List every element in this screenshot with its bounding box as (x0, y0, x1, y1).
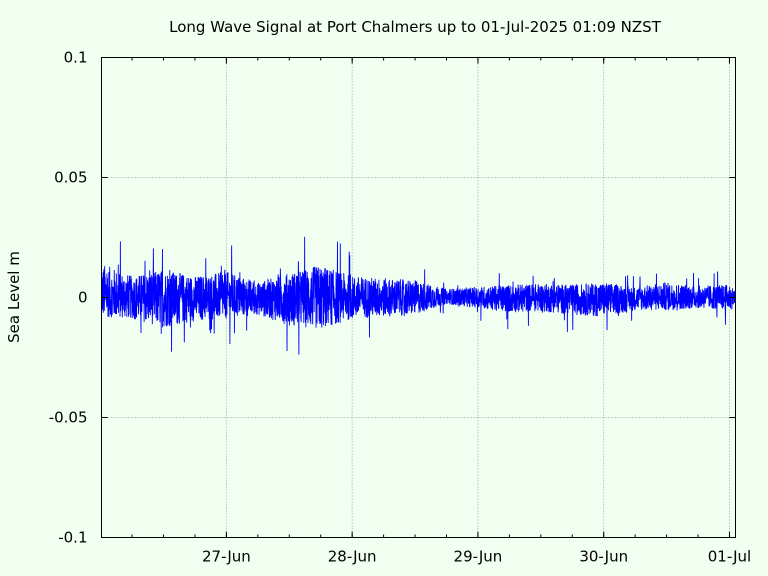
y-tick-label: -0.05 (49, 409, 88, 427)
series-layer (101, 236, 736, 355)
x-tick-label: 01-Jul (708, 548, 751, 566)
axis-ticks: 0.1 0.05 0 -0.05 -0.1 27-Jun 28-Jun 29-Jun 30-Ju… (49, 49, 752, 566)
y-tick-label: 0.1 (64, 49, 88, 67)
y-axis-label: Sea Level m (5, 251, 23, 343)
x-tick-label: 28-Jun (328, 548, 377, 566)
chart-title: Long Wave Signal at Port Chalmers up to … (169, 18, 662, 36)
y-tick-label: -0.1 (58, 529, 87, 547)
x-tick-label: 29-Jun (454, 548, 503, 566)
y-tick-label: 0 (78, 289, 88, 307)
series-line (101, 236, 736, 355)
x-tick-label: 30-Jun (579, 548, 628, 566)
y-tick-label: 0.05 (54, 169, 87, 187)
x-tick-label: 27-Jun (202, 548, 251, 566)
